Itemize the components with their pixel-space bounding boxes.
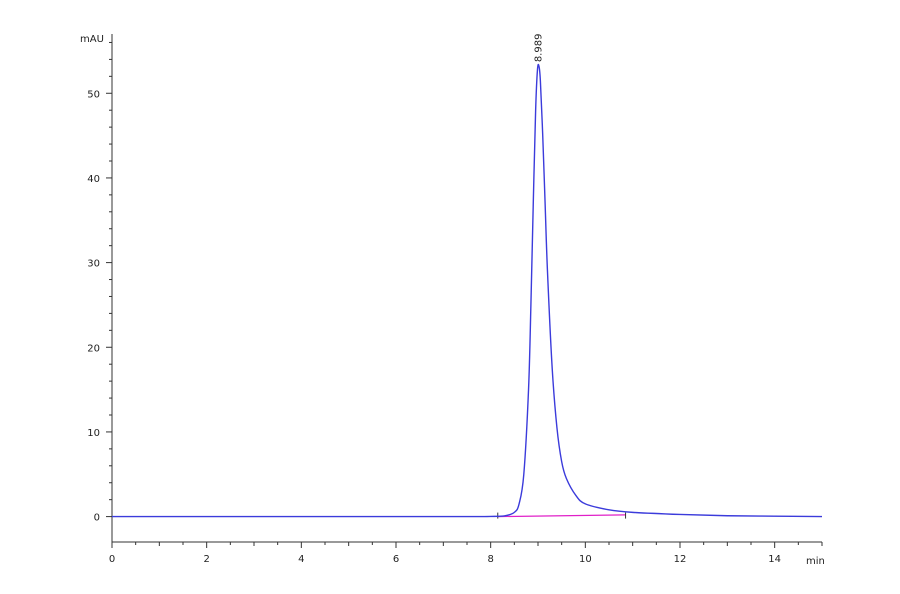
x-tick-label: 8: [487, 554, 493, 565]
x-tick-label: 12: [674, 554, 687, 565]
x-axis-label: min: [806, 556, 825, 567]
y-axis-label: mAU: [80, 34, 104, 45]
x-tick-label: 6: [393, 554, 399, 565]
signal-series: [112, 63, 823, 518]
x-tick-label: 10: [579, 554, 592, 565]
signal-line: [112, 63, 823, 518]
y-tick-label: 0: [94, 513, 100, 524]
y-tick-label: 20: [87, 343, 100, 354]
peak-retention-label: 8.989: [533, 34, 544, 63]
baseline-line: [497, 514, 626, 518]
x-tick-label: 4: [298, 554, 304, 565]
y-tick-label: 10: [87, 428, 100, 439]
tick-marks: [106, 41, 823, 548]
y-tick-label: 50: [87, 89, 100, 100]
tick-labels: 0 2 4 6 8 10 12 14 0 10 20 30 40 50 min mAU: [80, 34, 825, 567]
y-tick-label: 40: [87, 174, 100, 185]
y-tick-label: 30: [87, 259, 100, 270]
annotations: 8.989: [533, 34, 544, 63]
x-tick-label: 2: [203, 554, 209, 565]
integration-baseline: [497, 512, 627, 519]
axes: [111, 34, 822, 543]
x-tick-label: 0: [109, 554, 115, 565]
x-tick-label: 14: [768, 554, 781, 565]
